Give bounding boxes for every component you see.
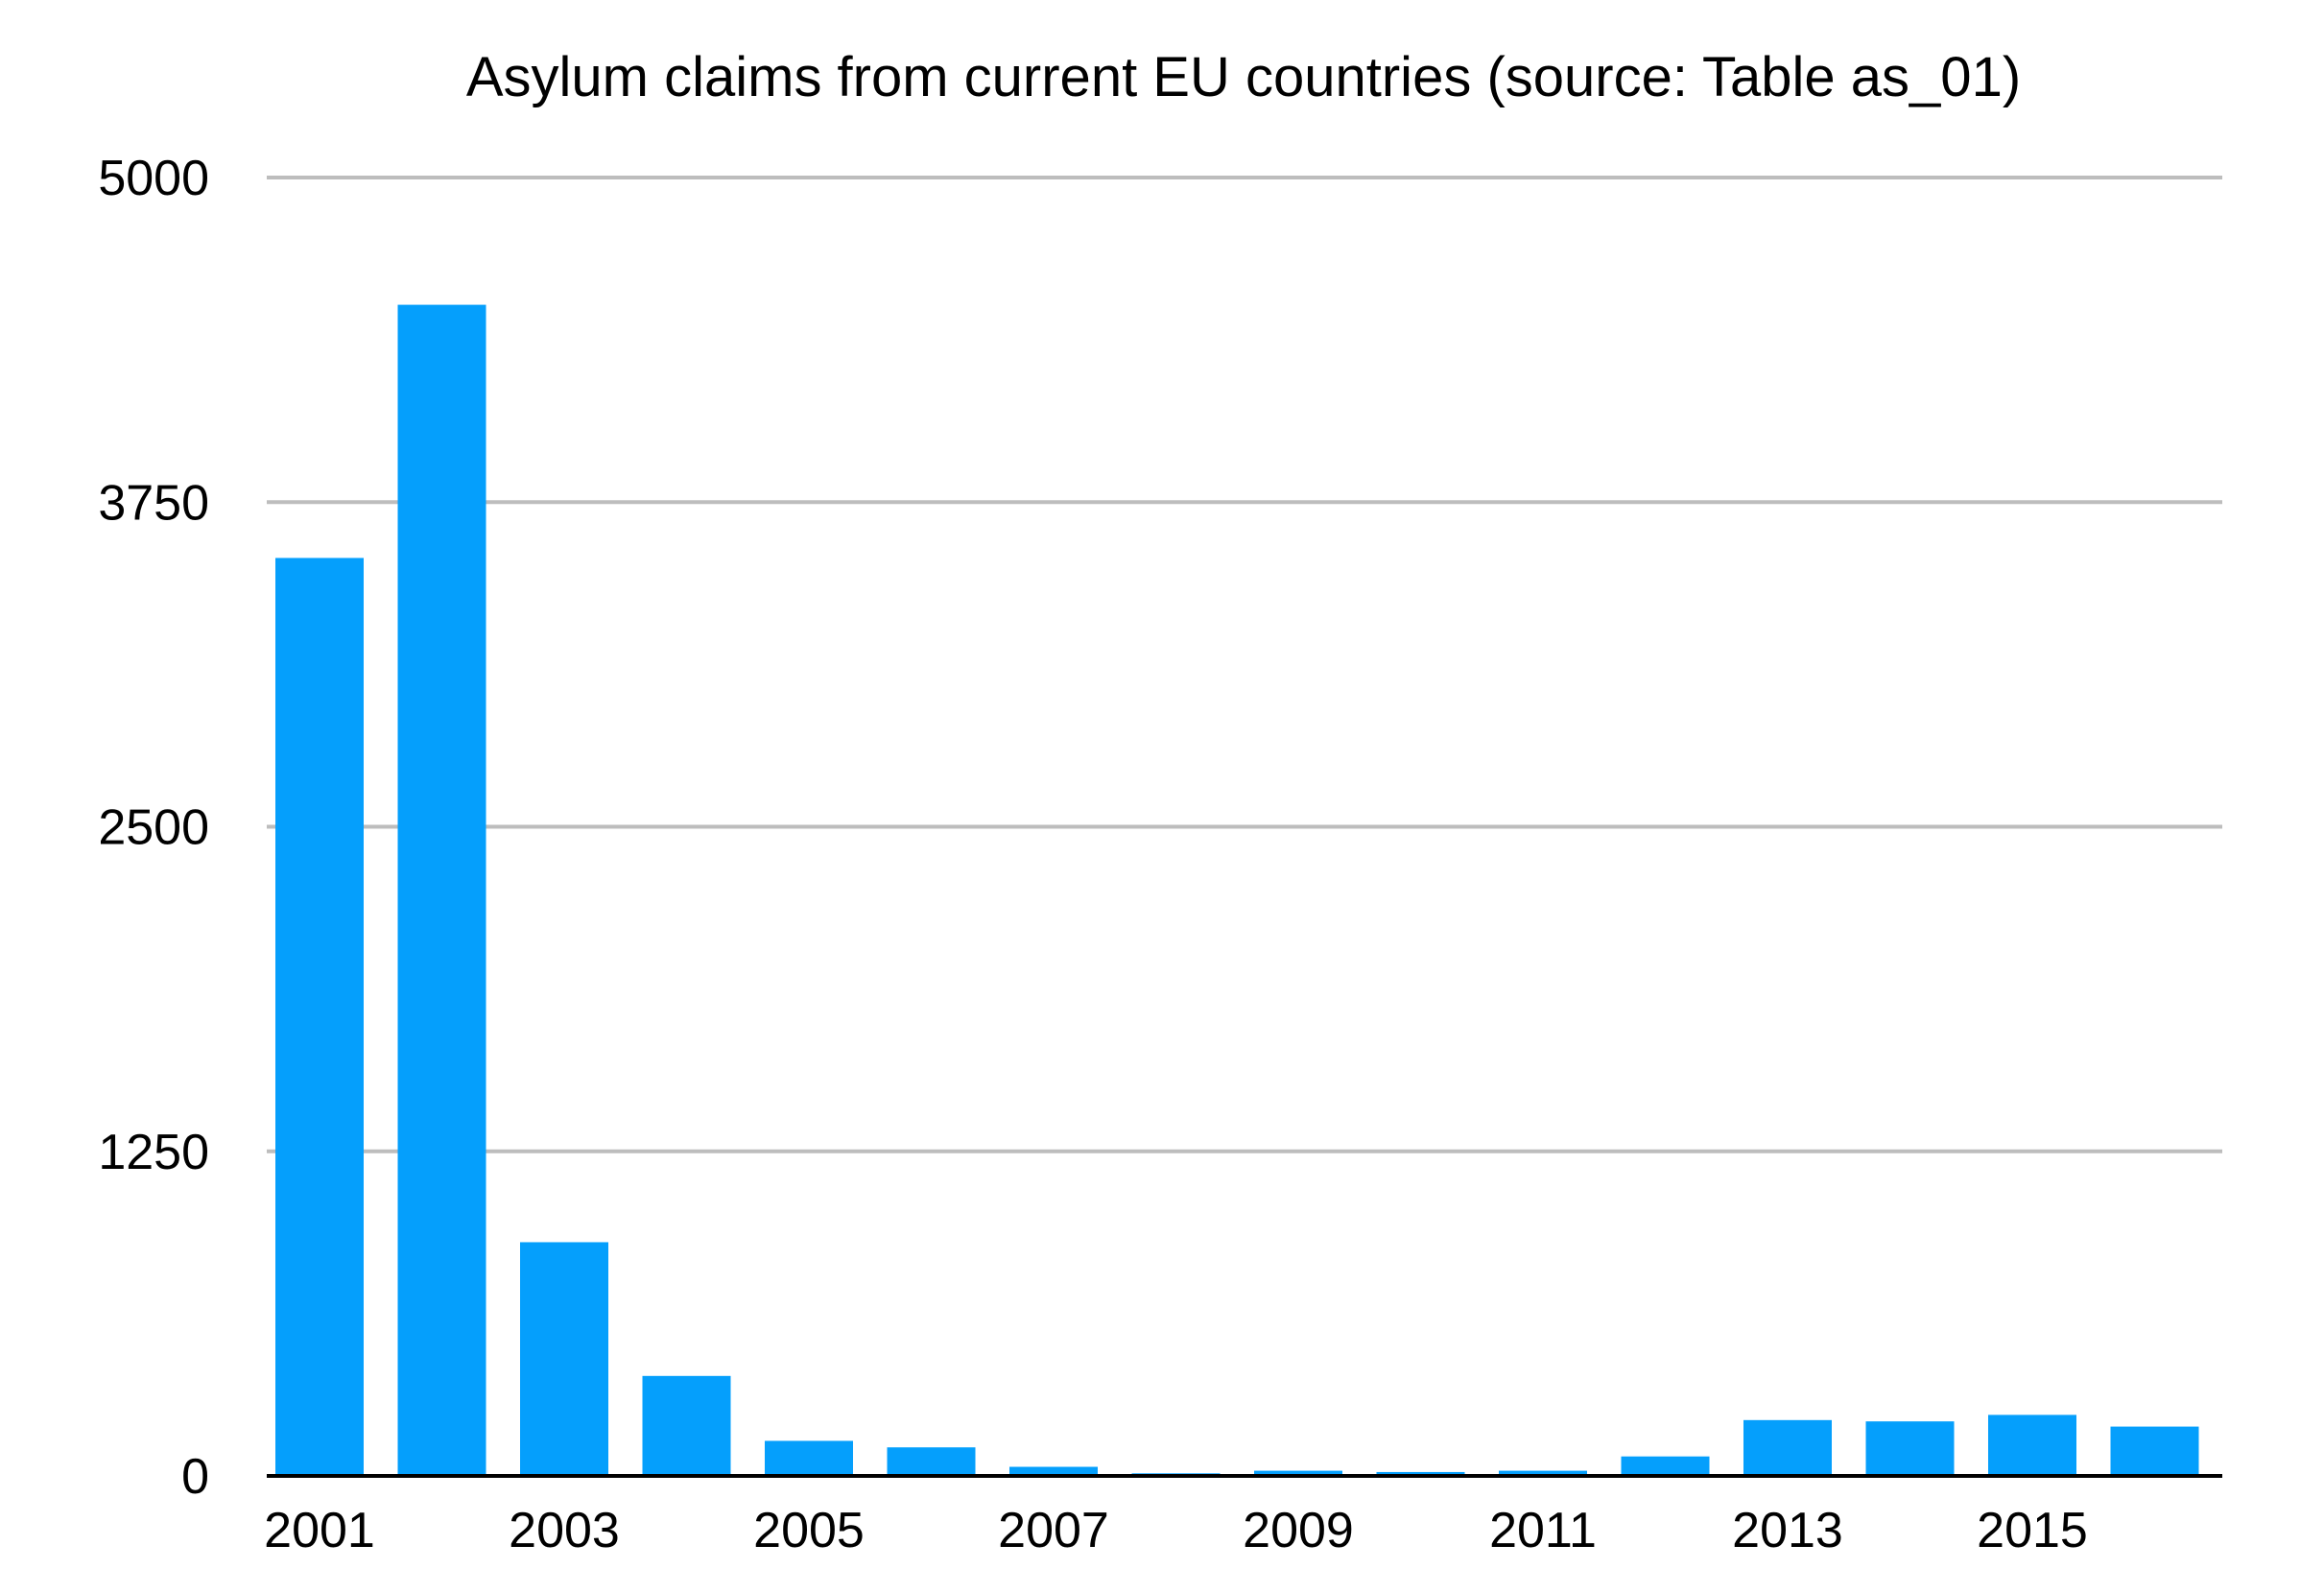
bar-2016 (2110, 1426, 2199, 1476)
x-tick-label: 2005 (753, 1503, 865, 1558)
bar-2013 (1743, 1419, 1832, 1476)
bar-2006 (887, 1447, 976, 1476)
x-tick-label: 2013 (1732, 1503, 1843, 1558)
bar-2001 (275, 558, 364, 1476)
y-tick-label: 5000 (98, 151, 209, 206)
y-axis-tick-labels: 0 1250 2500 3750 5000 (98, 151, 209, 1505)
y-tick-label: 3750 (98, 475, 209, 531)
bar-2002 (397, 304, 486, 1476)
x-tick-label: 2011 (1489, 1503, 1597, 1558)
bar-2012 (1621, 1456, 1710, 1476)
bar-2015 (1988, 1414, 2076, 1476)
bar-2010 (1376, 1471, 1465, 1476)
y-tick-label: 1250 (98, 1125, 209, 1180)
bar-2011 (1499, 1470, 1587, 1476)
x-tick-label: 2015 (1977, 1503, 2088, 1558)
x-tick-label: 2003 (509, 1503, 620, 1558)
bar-2009 (1254, 1470, 1342, 1476)
chart-title: Asylum claims from current EU countries … (466, 46, 2021, 108)
y-tick-label: 2500 (98, 800, 209, 856)
bar-2014 (1865, 1421, 1955, 1476)
bar-2007 (1009, 1466, 1098, 1476)
bar-2004 (642, 1375, 731, 1476)
y-tick-label: 0 (181, 1449, 209, 1505)
bar-2005 (765, 1440, 853, 1476)
x-tick-label: 2001 (264, 1503, 375, 1558)
x-tick-label: 2007 (998, 1503, 1109, 1558)
gridlines (267, 176, 2222, 1153)
bar-2003 (520, 1242, 608, 1476)
bars (275, 304, 2199, 1476)
x-axis-tick-labels: 2001 2003 2005 2007 2009 2011 2013 2015 (264, 1503, 2088, 1558)
x-tick-label: 2009 (1243, 1503, 1354, 1558)
